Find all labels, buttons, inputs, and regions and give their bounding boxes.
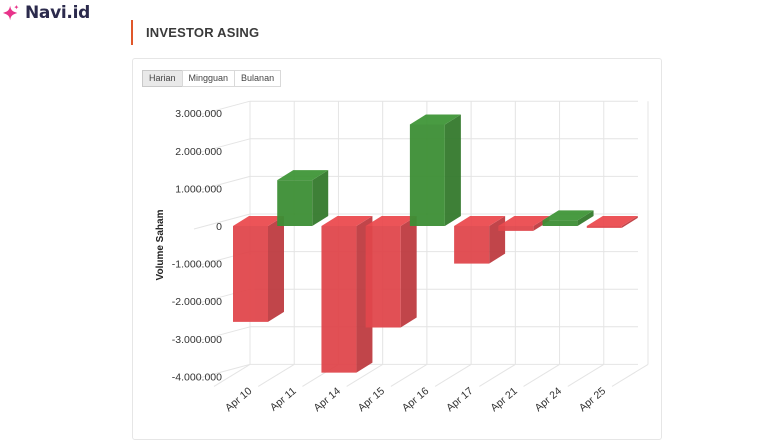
floor-line — [390, 363, 428, 387]
gridline-diagonal — [193, 175, 251, 192]
y-tick-label: -3.000.000 — [172, 334, 222, 346]
floor-line — [346, 363, 383, 387]
y-tick-label: 2.000.000 — [175, 146, 222, 158]
x-tick-label: Apr 16 — [400, 385, 432, 414]
floor-line — [479, 363, 516, 387]
x-tick-label: Apr 15 — [356, 385, 388, 414]
x-tick-label: Apr 17 — [444, 385, 476, 414]
sparkle-icon — [2, 4, 19, 21]
gridline-diagonal — [193, 138, 251, 155]
y-tick-label: -4.000.000 — [172, 371, 222, 383]
bar-apr-10[interactable] — [233, 216, 284, 322]
x-tick-label: Apr 11 — [268, 385, 299, 414]
x-tick-label: Apr 24 — [533, 385, 565, 414]
y-tick-label: -2.000.000 — [172, 296, 222, 308]
y-axis: 3.000.000 2.000.000 1.000.000 0 -1.000.000 -2… — [172, 108, 222, 383]
bar-apr-17[interactable] — [454, 216, 506, 264]
floor-line — [213, 363, 251, 387]
y-tick-label: -1.000.000 — [172, 259, 222, 271]
bar-apr-16[interactable] — [409, 114, 461, 226]
x-tick-label: Apr 21 — [488, 385, 520, 414]
floor-line — [567, 363, 605, 387]
tab-bulanan[interactable]: Bulanan — [234, 70, 282, 87]
gridline-diagonal — [193, 100, 251, 117]
y-tick-label: 1.000.000 — [175, 183, 222, 195]
bar-apr-15[interactable] — [365, 216, 417, 328]
period-tabs: Harian Mingguan Bulanan — [142, 70, 282, 87]
y-axis-title: Volume Saham — [155, 209, 166, 280]
bar-apr-14[interactable] — [321, 216, 373, 373]
gridline-diagonal — [193, 363, 251, 380]
y-tick-label: 0 — [216, 221, 222, 233]
bar-apr-25[interactable] — [586, 216, 638, 228]
section-title-text: INVESTOR ASING — [146, 25, 260, 40]
chart-bars — [233, 114, 638, 373]
floor-line — [257, 363, 295, 387]
brand-name: Navi.id — [25, 3, 90, 23]
tab-mingguan[interactable]: Mingguan — [181, 70, 236, 87]
x-tick-label: Apr 14 — [311, 385, 343, 414]
gridline-diagonal — [193, 326, 251, 343]
brand-logo[interactable]: Navi.id — [2, 2, 90, 24]
floor-line — [611, 363, 649, 387]
y-tick-label: 3.000.000 — [175, 108, 222, 120]
bar-apr-11[interactable] — [277, 170, 329, 226]
floor-line — [434, 363, 472, 387]
x-axis: Apr 10 Apr 11 Apr 14 Apr 15 Apr 16 Apr 17 Apr … — [223, 385, 608, 414]
floor-line — [523, 363, 560, 387]
gridline-diagonal — [193, 213, 251, 230]
section-title: INVESTOR ASING — [131, 20, 259, 45]
chart-grid — [193, 100, 649, 387]
bar-apr-21[interactable] — [498, 216, 550, 231]
tab-harian[interactable]: Harian — [142, 70, 183, 87]
x-tick-label: Apr 10 — [223, 385, 255, 414]
bar-apr-24[interactable] — [542, 210, 594, 226]
x-tick-label: Apr 25 — [577, 385, 609, 414]
